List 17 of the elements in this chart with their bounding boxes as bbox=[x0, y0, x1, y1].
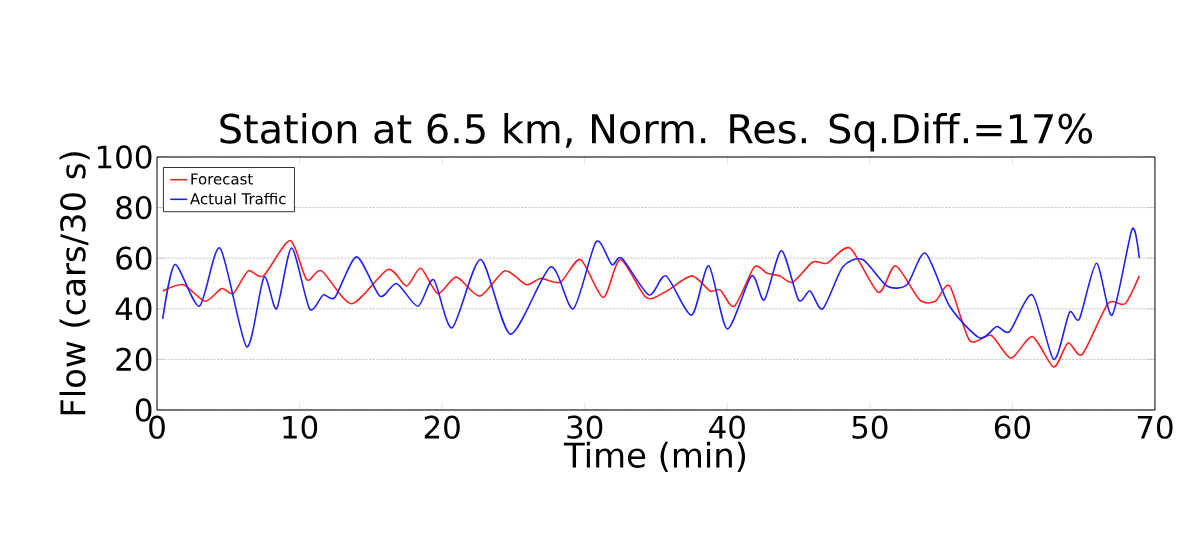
x-tick-label: 50 bbox=[852, 415, 888, 439]
x-tick-label: 70 bbox=[1137, 415, 1173, 439]
x-tick-label: 20 bbox=[424, 415, 460, 439]
x-axis-title: Time (min) bbox=[563, 441, 746, 472]
x-tick-label: 40 bbox=[709, 415, 745, 439]
x-tick-label: 30 bbox=[567, 415, 603, 439]
x-tick-label: 10 bbox=[283, 415, 318, 439]
y-tick-label: 20 bbox=[116, 347, 152, 372]
legend-label: Forecast bbox=[191, 173, 253, 185]
y-tick-label: 40 bbox=[115, 297, 152, 321]
y-tick-label: 60 bbox=[116, 246, 152, 270]
legend-label: Actual Traffic bbox=[190, 192, 286, 205]
y-tick-label: 80 bbox=[116, 195, 152, 220]
y-tick-label: 100 bbox=[97, 145, 152, 169]
chart-title: Station at 6.5 km, Norm. Res. Sq.Diff.=17% bbox=[220, 112, 1092, 152]
y-axis-title: Flow (cars/30 s) bbox=[59, 152, 90, 415]
x-tick-label: 60 bbox=[994, 415, 1030, 439]
